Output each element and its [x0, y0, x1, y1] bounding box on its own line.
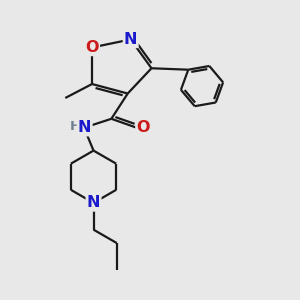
Text: H: H: [70, 120, 81, 133]
Text: O: O: [136, 120, 150, 135]
Text: O: O: [85, 40, 99, 55]
Text: N: N: [87, 195, 100, 210]
Text: N: N: [124, 32, 137, 47]
Text: N: N: [78, 120, 92, 135]
